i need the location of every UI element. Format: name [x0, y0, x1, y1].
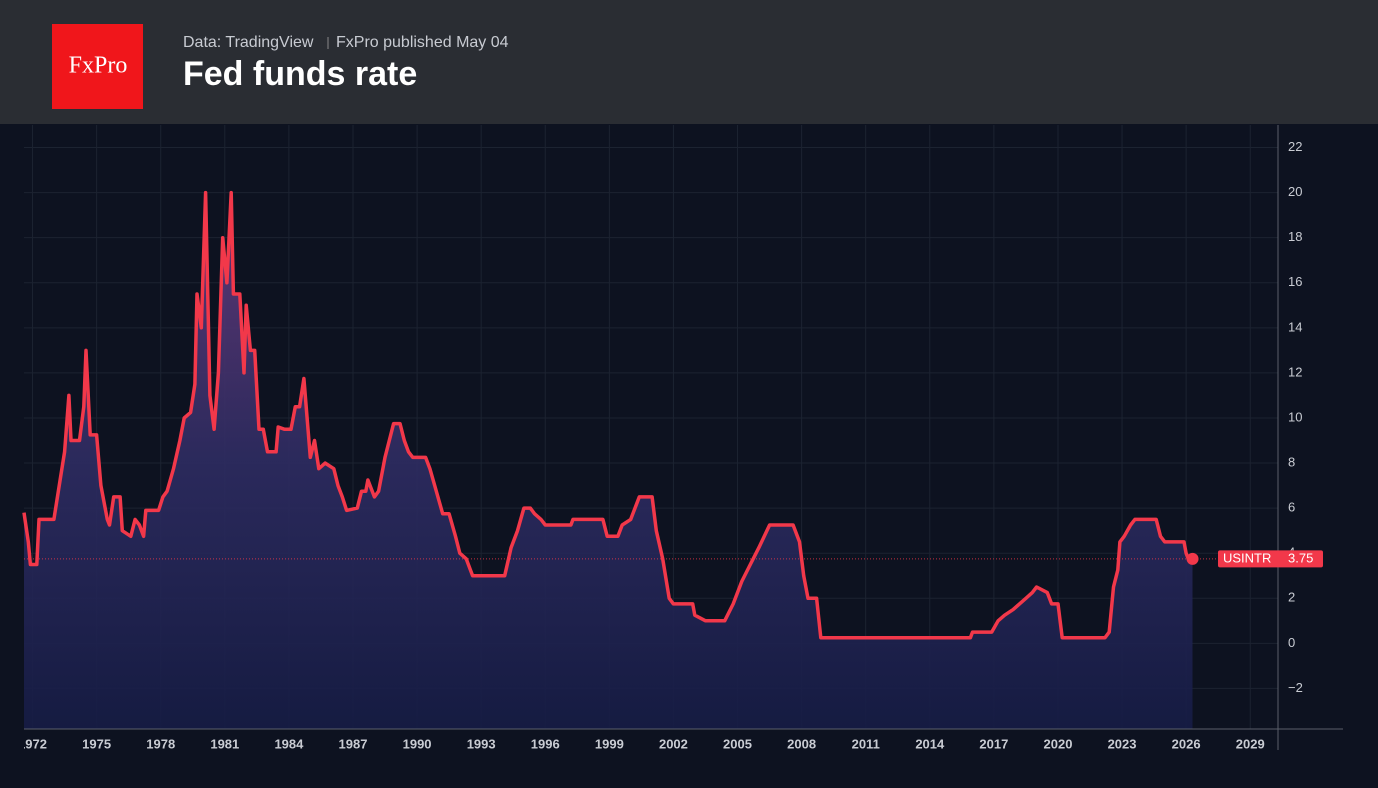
published: FxPro published May 04	[336, 34, 509, 51]
y-tick-label: 20	[1288, 184, 1302, 199]
line	[22, 190, 1193, 640]
x-tick-label: 2008	[787, 736, 816, 751]
price-tag-box	[1218, 550, 1323, 568]
y-tick-label: 22	[1288, 139, 1302, 154]
x-tick-label: 2002	[659, 736, 688, 751]
price-tag-name: USINTR	[1223, 550, 1271, 565]
x-tick-label: 1999	[595, 736, 624, 751]
y-tick-label: 10	[1288, 409, 1302, 424]
x-tick-label: 2026	[1172, 736, 1201, 751]
y-tick-label: 16	[1288, 274, 1302, 289]
x-tick-label: 2011	[852, 736, 880, 751]
source: Data: TradingView	[183, 34, 314, 51]
x-tick-label: 1975	[82, 736, 111, 751]
x-tick-label: 1984	[274, 736, 304, 751]
y-tick-label: 0	[1288, 635, 1295, 650]
area	[24, 192, 1193, 730]
header-bar	[0, 0, 1378, 124]
y-tick-label: −2	[1288, 680, 1303, 695]
price-tag-value: 3.75	[1288, 550, 1313, 565]
logo: FxPro	[69, 53, 128, 79]
x-tick-label: 1990	[403, 736, 432, 751]
y-tick-label: 8	[1288, 454, 1295, 469]
y-tick-label: 14	[1288, 319, 1302, 334]
x-tick-label: 2014	[915, 736, 945, 751]
x-tick-label: 1972	[18, 736, 47, 751]
x-tick-label: 2020	[1044, 736, 1073, 751]
y-tick-label: 6	[1288, 500, 1295, 515]
x-tick-label: 2023	[1108, 736, 1137, 751]
x-labels: 1972 1975 1978 1981 1984 1987 1990 1993 1996 1999…	[18, 736, 1265, 751]
y-tick-label: 2	[1288, 590, 1295, 605]
x-tick-label: 1996	[531, 736, 560, 751]
logo-box	[52, 24, 143, 109]
x-tick-label: 1993	[467, 736, 496, 751]
x-tick-label: 1981	[210, 736, 239, 751]
y-tick-label: 12	[1288, 364, 1302, 379]
x-tick-label: 2005	[723, 736, 752, 751]
y-tick-label: 18	[1288, 229, 1302, 244]
last-point	[1186, 552, 1199, 565]
x-tick-label: 2017	[979, 736, 1008, 751]
x-tick-label: 2029	[1236, 736, 1265, 751]
x-tick-label: 1978	[146, 736, 175, 751]
chart-title: Fed funds rate	[183, 55, 417, 93]
x-tick-label: 1987	[339, 736, 368, 751]
